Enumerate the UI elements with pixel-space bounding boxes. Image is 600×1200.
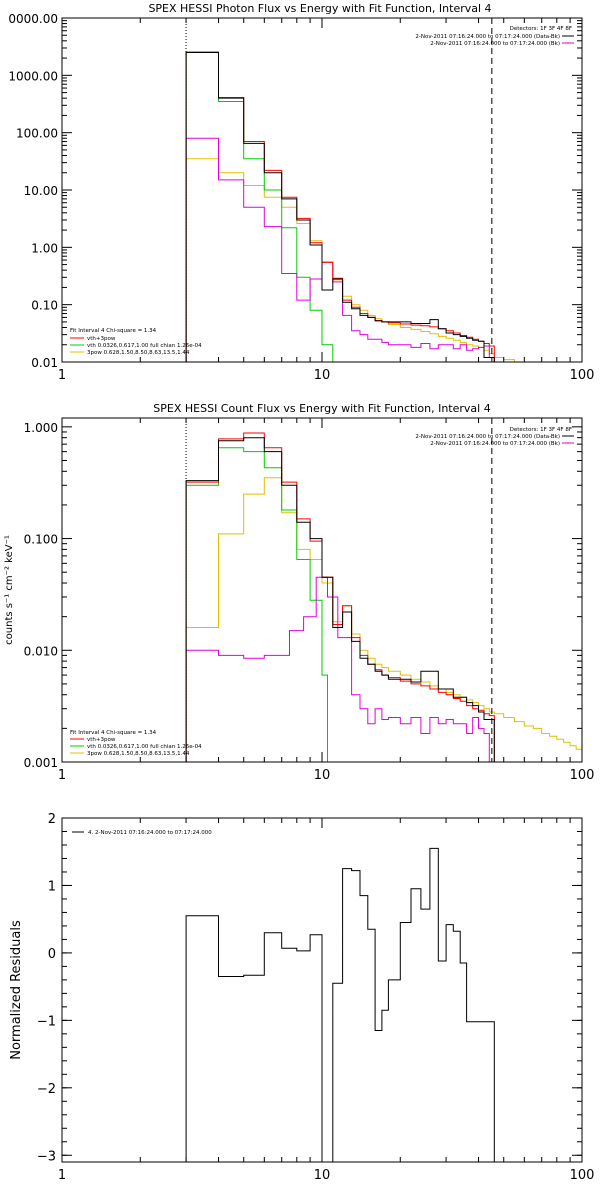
photon-legend-detectors: Detectors: 1F 3F 4F 8F [510, 26, 572, 32]
count-flux-legend-top: Detectors: 1F 3F 4F 8F 2-Nov-2011 07:16:… [415, 427, 574, 447]
count-fit-label-3pow: 3pow 0.628,1.50,8.50,8.63,13.5,1.44 [87, 751, 190, 757]
photon-xtick-label: 10 [314, 368, 331, 383]
photon-fit-label-vth: vth 0.0326,0.617,1.00 full chian 1.26e-0… [87, 343, 202, 349]
photon-flux-panel: SPEX HESSI Photon Flux vs Energy with Fi… [8, 2, 594, 383]
residuals-series-residuals [185, 847, 495, 1162]
residuals-ytick-label: 1 [48, 879, 56, 894]
residuals-ytick-label: −1 [37, 1014, 56, 1029]
count-ytick-label: 0.001 [24, 756, 58, 770]
residuals-legend: 4. 2-Nov-2011 07:16:24.000 to 07:17:24.0… [72, 830, 212, 836]
residuals-ylabel: Normalized Residuals [9, 920, 24, 1060]
count-ytick-label: 0.010 [24, 644, 58, 658]
photon-ytick-label: 10.00 [24, 184, 58, 198]
count-xtick-label: 100 [570, 768, 595, 783]
photon-flux-title: SPEX HESSI Photon Flux vs Energy with Fi… [148, 2, 491, 15]
count-flux-title: SPEX HESSI Count Flux vs Energy with Fit… [153, 402, 490, 415]
count-flux-panel: SPEX HESSI Count Flux vs Energy with Fit… [4, 402, 594, 783]
photon-fit-label-total: vth+3pow [87, 336, 116, 342]
count-ytick-label: 1.000 [24, 421, 58, 435]
photon-legend-bk: 2-Nov-2011 07:16:24.000 to 07:17:24.000 … [430, 41, 560, 47]
photon-xtick-label: 100 [570, 368, 595, 383]
residuals-ytick-label: −2 [37, 1082, 56, 1097]
photon-flux-legend-bottom: Fit Interval 4 Chi-square = 1.34 vth+3po… [70, 328, 202, 356]
photon-series-3pow [185, 158, 550, 362]
count-flux-ylabel: counts s⁻¹ cm⁻² keV⁻¹ [4, 535, 15, 645]
count-series-3pow [185, 477, 582, 762]
count-axes-frame [61, 417, 583, 763]
count-fit-label-vth: vth 0.0326,0.617,1.00 full chian 1.26e-0… [87, 744, 202, 750]
residuals-ytick-label: 0 [48, 947, 56, 962]
photon-ytick-label: 1000.00 [8, 69, 58, 83]
photon-ytick-label: 0.01 [31, 356, 58, 370]
photon-ytick-label: 1.00 [31, 241, 58, 255]
photon-series-data-bk [185, 52, 495, 362]
count-series-vth [185, 447, 328, 762]
residuals-xtick-label: 1 [58, 1168, 66, 1183]
residuals-ytick-label: −3 [37, 1149, 56, 1164]
count-flux-legend-bottom: Fit Interval 4 Chi-square = 1.34 vth+3po… [70, 730, 202, 757]
count-fit-info: Fit Interval 4 Chi-square = 1.34 [70, 730, 157, 736]
residuals-plot-area: 1 10 100 −3 −2 −1 0 1 2 [37, 812, 595, 1183]
photon-series-vth [185, 51, 343, 362]
photon-series-bk [185, 137, 495, 362]
count-legend-bk: 2-Nov-2011 07:16:24.000 to 07:17:24.000 … [430, 441, 560, 447]
photon-ytick-label: 0000.00 [8, 12, 58, 26]
count-series-data-bk [185, 437, 495, 762]
count-xtick-label: 1 [58, 768, 66, 783]
photon-fit-info: Fit Interval 4 Chi-square = 1.34 [70, 328, 157, 334]
photon-legend-data-bk: 2-Nov-2011 07:16:24.000 to 07:17:24.000 … [415, 34, 560, 40]
photon-flux-plot-area: 1 10 100 0.01 0.10 1.00 10.00 100.00 1000.00 0000… [8, 12, 594, 383]
photon-fit-label-3pow: 3pow 0.628,1.50,8.50,8.63,13.5,1.44 [87, 350, 190, 356]
count-fit-label-total: vth+3pow [87, 737, 116, 743]
residuals-panel: Normalized Residuals 1 10 100 −3 −2 −1 0 1 2 4. … [9, 812, 594, 1183]
photon-ytick-label: 0.10 [31, 299, 58, 313]
residuals-ytick-label: 2 [48, 812, 56, 827]
count-series-bk [185, 576, 495, 762]
photon-flux-legend-top: Detectors: 1F 3F 4F 8F 2-Nov-2011 07:16:… [415, 26, 574, 47]
count-series-vth+3pow [185, 432, 495, 762]
residuals-xtick-label: 100 [570, 1168, 595, 1183]
count-xtick-label: 10 [314, 768, 331, 783]
residuals-xtick-label: 10 [314, 1168, 331, 1183]
count-legend-data-bk: 2-Nov-2011 07:16:24.000 to 07:17:24.000 … [415, 434, 560, 440]
count-legend-detectors: Detectors: 1F 3F 4F 8F [510, 427, 572, 433]
count-ytick-label: 0.100 [24, 533, 58, 547]
photon-ytick-label: 100.00 [16, 127, 58, 141]
count-flux-plot-area: 1 10 100 0.001 0.010 0.100 1.000 [24, 417, 595, 783]
residuals-legend-label: 4. 2-Nov-2011 07:16:24.000 to 07:17:24.0… [88, 830, 212, 836]
photon-xtick-label: 1 [58, 368, 66, 383]
